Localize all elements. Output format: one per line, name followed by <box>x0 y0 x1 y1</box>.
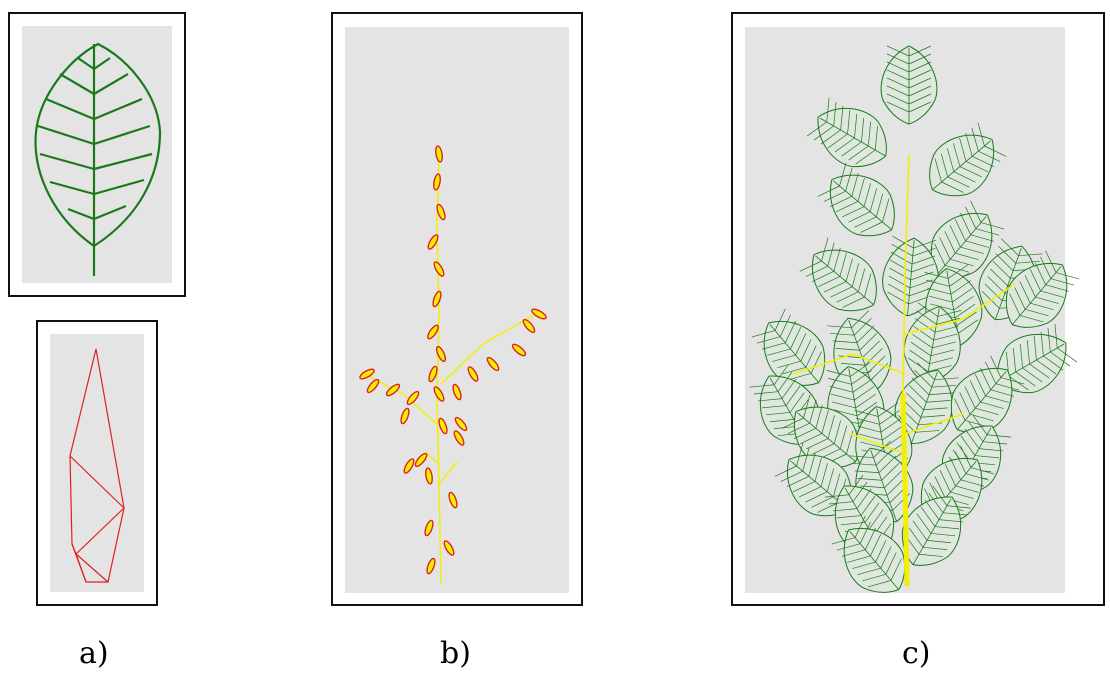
leaf-polygon-figure <box>69 348 125 583</box>
leaf <box>1005 250 1080 328</box>
caption-b: b) <box>440 636 471 671</box>
panel-a-polygon-frame <box>36 320 158 606</box>
bud <box>467 366 479 382</box>
bud <box>433 386 445 402</box>
polygon-diagonal-4 <box>71 543 87 583</box>
leaf <box>880 45 938 125</box>
bud <box>385 383 401 397</box>
leaf <box>930 200 1005 278</box>
caption-c: c) <box>902 636 931 671</box>
leaf-cluster <box>749 45 1080 593</box>
bud <box>424 519 434 537</box>
bud-group <box>359 145 547 575</box>
bud <box>428 365 438 383</box>
leaf <box>901 485 972 566</box>
bud <box>454 416 468 432</box>
leaf <box>799 237 877 312</box>
leafy-branch-figure <box>749 45 1080 593</box>
leaf <box>806 97 887 168</box>
bud <box>433 173 441 191</box>
bud <box>366 378 380 394</box>
bud <box>406 390 420 406</box>
caption-a: a) <box>79 636 109 671</box>
bud <box>486 356 500 372</box>
main-stem <box>900 393 910 587</box>
leaf <box>817 162 895 237</box>
right-branch <box>440 311 540 385</box>
bud <box>359 368 375 380</box>
leaf <box>831 515 906 593</box>
bud <box>443 540 455 556</box>
bud <box>436 203 446 221</box>
leaf <box>929 122 1007 197</box>
bud <box>522 318 536 334</box>
bud <box>531 308 547 320</box>
bud <box>435 345 447 363</box>
bud <box>427 234 439 250</box>
polygon-diagonal-3 <box>75 553 109 583</box>
bud <box>448 491 458 509</box>
panel-a-polygon-canvas <box>50 334 144 592</box>
bud <box>453 430 465 446</box>
leaf <box>751 308 826 386</box>
polygon-diagonal-1 <box>69 455 125 509</box>
polygon-diagonal-2 <box>75 507 125 555</box>
bud <box>511 343 527 357</box>
polygon-outline <box>69 348 125 583</box>
bud <box>426 557 436 575</box>
panel-b-frame <box>331 12 583 606</box>
bud <box>414 452 428 468</box>
bud <box>427 324 439 340</box>
bud <box>435 145 443 163</box>
bud <box>425 467 433 485</box>
leaf <box>894 362 959 445</box>
left-branch <box>360 371 438 425</box>
leaf <box>950 355 1025 433</box>
bud <box>403 458 415 474</box>
upper-stem <box>902 153 910 395</box>
bud <box>400 407 410 425</box>
bud <box>452 383 462 401</box>
panel-a-leaf-frame <box>8 12 186 297</box>
bud <box>438 417 448 435</box>
leaf-outline <box>34 42 162 248</box>
branch-buds-figure <box>359 145 547 585</box>
panel-c-frame <box>731 12 1105 606</box>
bud <box>432 290 442 308</box>
leaf-venation-figure <box>34 42 162 276</box>
bud <box>433 261 445 277</box>
